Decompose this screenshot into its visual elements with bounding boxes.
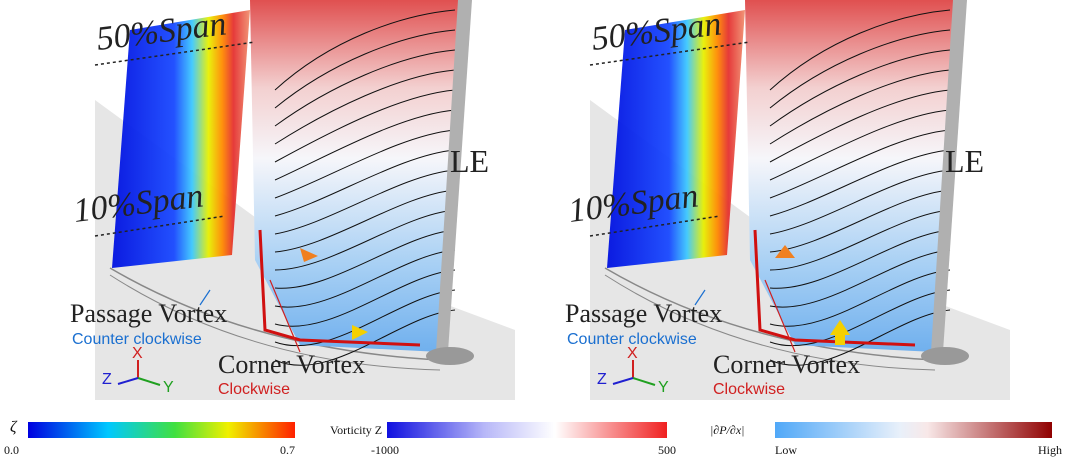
axis-label: Z [597, 371, 607, 388]
figure: 50%Span10%SpanLEPassage VortexCounter cl… [0, 0, 1067, 459]
colorbar-min: 0.0 [4, 443, 19, 457]
colorbar [28, 422, 295, 438]
colorbar-max: 500 [658, 443, 676, 457]
colorbar-min: Low [775, 443, 797, 457]
axis-label: Y [658, 379, 669, 396]
vortex-label: Corner Vortex [218, 350, 365, 379]
colorbar-title: Vorticity Z [330, 423, 382, 437]
colorbar-title: ζ [10, 419, 18, 436]
edge-label: LE [450, 143, 489, 179]
colorbar-min: -1000 [371, 443, 399, 457]
colorbar [387, 422, 667, 438]
blade-surface [745, 0, 957, 352]
vortex-label: Passage Vortex [70, 299, 227, 328]
hub-foot [921, 347, 969, 365]
blade-surface [250, 0, 462, 352]
colorbar-max: 0.7 [280, 443, 295, 457]
edge-label: LE [945, 143, 984, 179]
hub-foot [426, 347, 474, 365]
colorbar-max: High [1038, 443, 1062, 457]
axis-label: Y [163, 379, 174, 396]
colorbars: ζ 0.0 0.7 Vorticity Z -1000 500 |∂P/∂x| … [4, 419, 1062, 457]
vortex-label: Corner Vortex [713, 350, 860, 379]
vortex-direction: Clockwise [713, 381, 785, 398]
axis-label: X [132, 345, 143, 362]
colorbar-title: |∂P/∂x| [710, 423, 744, 437]
vortex-label: Passage Vortex [565, 299, 722, 328]
axis-label: X [627, 345, 638, 362]
axis-label: Z [102, 371, 112, 388]
colorbar [775, 422, 1052, 438]
vortex-direction: Clockwise [218, 381, 290, 398]
